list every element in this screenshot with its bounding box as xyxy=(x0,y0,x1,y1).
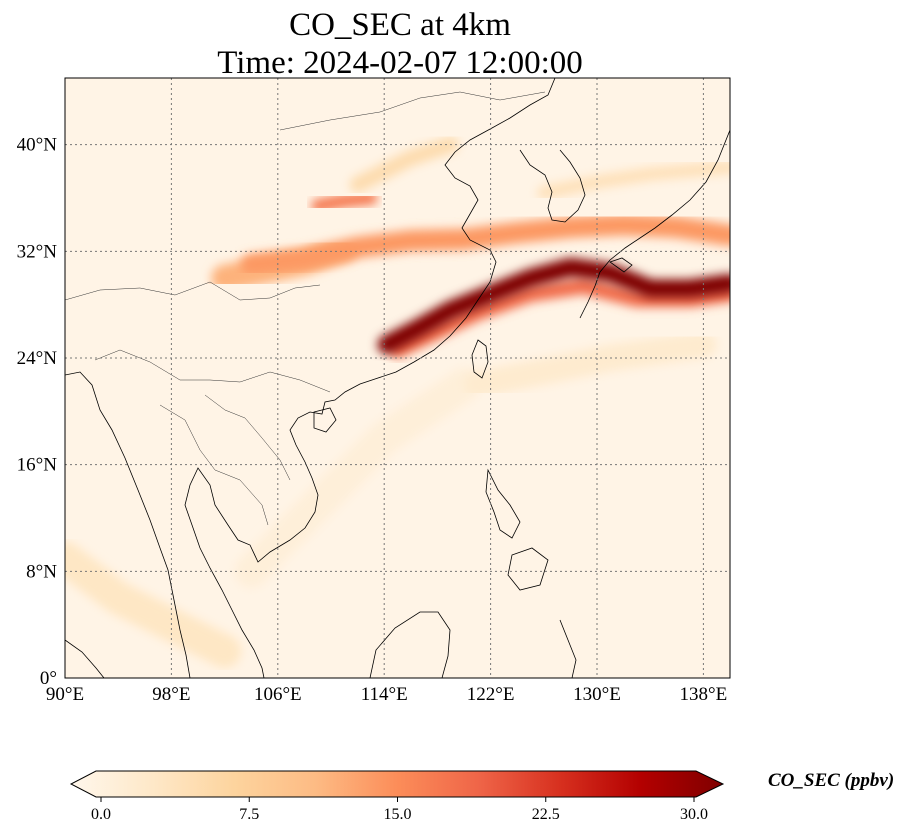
coastline-japan-shikoku xyxy=(609,257,633,273)
country-borders xyxy=(65,91,546,526)
colorbar-tick-label: 0.0 xyxy=(91,806,111,823)
lat-tick-label: 32°N xyxy=(17,241,58,262)
border-laos-vietnam xyxy=(204,394,291,481)
coastlines xyxy=(65,78,730,678)
border-thailand xyxy=(159,404,269,526)
colorbar-tick-label: 30.0 xyxy=(680,806,708,823)
colorbar-tick-label: 7.5 xyxy=(239,806,260,823)
plume-faint-south-china-sea xyxy=(234,368,481,588)
lat-tick-label: 0° xyxy=(40,668,57,689)
coastline-borneo xyxy=(369,611,451,678)
plume-main-band-east-china-sea xyxy=(377,257,730,355)
coastline-sulawesi xyxy=(559,619,577,678)
border-mongolia xyxy=(279,91,546,131)
colorbar-tick-label: 15.0 xyxy=(383,806,412,823)
border-china-south xyxy=(94,349,331,393)
coastline-hainan xyxy=(313,407,337,433)
plume-band-edge-south xyxy=(389,278,730,358)
lon-tick-label: 130°E xyxy=(573,684,621,705)
lon-tick-label: 122°E xyxy=(467,684,515,705)
colorbar xyxy=(69,770,725,798)
coastline-taiwan xyxy=(471,339,489,379)
lon-tick-label: 90°E xyxy=(46,684,84,705)
longitude-tick-labels: 90°E 98°E 106°E 114°E 122°E 130°E 138°E xyxy=(46,684,727,705)
map-title-line2: Time: 2024-02-07 12:00:00 xyxy=(217,45,583,81)
lat-tick-label: 24°N xyxy=(17,348,58,369)
plume-plume-shaanxi xyxy=(311,191,378,213)
lon-tick-label: 98°E xyxy=(152,684,190,705)
coastline-japan xyxy=(579,129,730,319)
border-china-north xyxy=(65,281,321,301)
coastline-sumatra xyxy=(65,639,105,678)
latitude-tick-labels: 0° 8°N 16°N 24°N 32°N 40°N xyxy=(17,135,58,689)
lat-tick-label: 16°N xyxy=(17,455,58,476)
plume-faint-streak-japan-north xyxy=(537,160,730,200)
colorbar-tick-label: 22.5 xyxy=(531,806,560,823)
lon-tick-label: 138°E xyxy=(680,684,728,705)
coastline-korea xyxy=(519,149,586,223)
lon-tick-label: 114°E xyxy=(361,684,408,705)
plume-faint-indochina xyxy=(65,541,242,668)
coastline-mindanao xyxy=(507,547,549,591)
plume-faint-philippine-sea xyxy=(463,331,717,399)
coastline-mainland-asia xyxy=(184,78,556,678)
plume-faint-north-plume xyxy=(349,136,459,193)
colorbar-ticks xyxy=(100,797,695,802)
concentration-field xyxy=(65,136,730,668)
plume-band-north-of-yangtze xyxy=(240,214,730,276)
coastline-myanmar xyxy=(65,371,191,678)
coastline-luzon xyxy=(485,468,521,539)
lat-tick-label: 40°N xyxy=(17,135,58,156)
colorbar-label: CO_SEC (ppbv) xyxy=(768,770,895,791)
map-frame xyxy=(64,77,731,679)
map-title-line1: CO_SEC at 4km xyxy=(289,7,511,43)
lon-tick-label: 106°E xyxy=(254,684,302,705)
gridlines xyxy=(65,78,730,678)
lat-tick-label: 8°N xyxy=(26,561,57,582)
